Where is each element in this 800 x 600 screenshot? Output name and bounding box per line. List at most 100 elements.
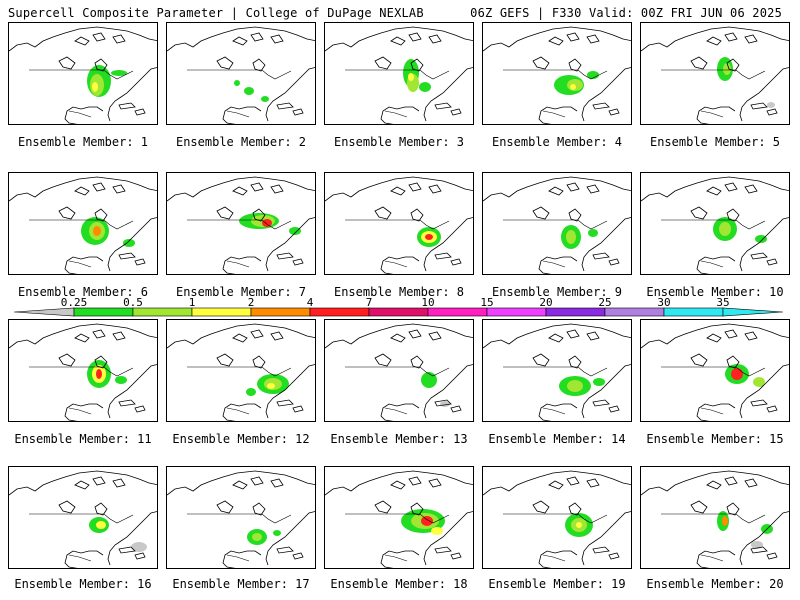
- member-map-9: [482, 172, 632, 275]
- member-map-15: [640, 319, 790, 422]
- colorbar-segment: [191, 307, 252, 317]
- member-map-16: [8, 466, 158, 569]
- member-map-14: [482, 319, 632, 422]
- member-map-20: [640, 466, 790, 569]
- scp-contour: [246, 388, 256, 396]
- scp-contour: [719, 222, 731, 236]
- member-map-8: [324, 172, 474, 275]
- scp-contour: [96, 521, 106, 529]
- scp-contour: [576, 522, 582, 528]
- member-label: Ensemble Member: 5: [649, 135, 781, 149]
- member-map-6: [8, 172, 158, 275]
- member-label: Ensemble Member: 18: [330, 577, 468, 591]
- member-label: Ensemble Member: 14: [488, 432, 626, 446]
- scp-contour: [587, 71, 599, 79]
- scp-contour: [252, 533, 262, 541]
- colorbar-segment: [427, 307, 488, 317]
- scp-contour: [267, 383, 275, 389]
- scp-contour: [111, 70, 127, 76]
- colorbar-segment: [486, 307, 547, 317]
- scp-contour: [273, 530, 281, 536]
- color-scale: 0.25 0.5 1 2 4 7 10 15 20 25 30 35: [13, 296, 784, 317]
- scp-contour: [421, 516, 433, 526]
- member-label: Ensemble Member: 11: [14, 432, 152, 446]
- member-map-10: [640, 172, 790, 275]
- colorbar-tick-label: 30: [657, 296, 670, 309]
- member-map-2: [166, 22, 316, 125]
- member-label: Ensemble Member: 19: [488, 577, 626, 591]
- scp-contour: [567, 380, 583, 392]
- valid-time: 06Z GEFS | F330 Valid: 00Z FRI JUN 06 20…: [470, 6, 782, 20]
- scp-contour: [289, 227, 301, 235]
- scp-contour: [261, 96, 269, 102]
- scp-contour: [421, 372, 437, 388]
- scp-contour: [419, 82, 431, 92]
- scp-contour: [588, 229, 598, 237]
- member-label: Ensemble Member: 9: [491, 285, 623, 299]
- member-label: Ensemble Member: 13: [330, 432, 468, 446]
- colorbar-tick-label: 0.25: [61, 296, 88, 309]
- colorbar-segment: [604, 307, 665, 317]
- scp-contour: [722, 516, 728, 526]
- colorbar-tick-label: 2: [248, 296, 255, 309]
- scp-contour: [767, 102, 775, 108]
- member-label: Ensemble Member: 6: [17, 285, 149, 299]
- member-label: Ensemble Member: 20: [646, 577, 784, 591]
- scp-contour: [123, 239, 135, 247]
- scp-contour: [408, 73, 414, 81]
- colorbar-left-arrow: [13, 307, 75, 317]
- colorbar-segment: [73, 307, 134, 317]
- scp-contour: [234, 80, 240, 86]
- scp-contour: [115, 376, 127, 384]
- colorbar-segment: [250, 307, 311, 317]
- member-label: Ensemble Member: 3: [333, 135, 465, 149]
- scp-contour: [262, 219, 272, 227]
- member-label: Ensemble Member: 12: [172, 432, 310, 446]
- scp-contour: [593, 378, 605, 386]
- scp-contour: [566, 230, 576, 244]
- member-map-13: [324, 319, 474, 422]
- scp-contour: [570, 84, 576, 90]
- member-label: Ensemble Member: 16: [14, 577, 152, 591]
- scp-contour: [755, 235, 767, 243]
- member-label: Ensemble Member: 15: [646, 432, 784, 446]
- colorbar-right-arrow: [722, 307, 784, 317]
- colorbar-tick-label: 20: [539, 296, 552, 309]
- colorbar-segment: [368, 307, 429, 317]
- scp-contour: [96, 369, 102, 379]
- member-map-12: [166, 319, 316, 422]
- scp-contour: [731, 368, 743, 380]
- member-map-17: [166, 466, 316, 569]
- member-label: Ensemble Member: 17: [172, 577, 310, 591]
- scp-contour: [131, 542, 147, 552]
- member-label: Ensemble Member: 7: [175, 285, 307, 299]
- colorbar-tick-label: 7: [366, 296, 373, 309]
- scp-contour: [244, 87, 254, 95]
- scp-contour: [723, 63, 731, 75]
- scp-contour: [751, 541, 763, 549]
- colorbar-segment: [545, 307, 606, 317]
- scp-contour: [92, 82, 98, 92]
- colorbar-segment: [663, 307, 724, 317]
- map-title: Supercell Composite Parameter | College …: [8, 6, 424, 20]
- member-label: Ensemble Member: 1: [17, 135, 149, 149]
- member-map-11: [8, 319, 158, 422]
- colorbar-tick-label: 0.5: [123, 296, 143, 309]
- colorbar-tick-label: 35: [716, 296, 729, 309]
- scp-contour: [753, 377, 765, 387]
- colorbar-segment: [132, 307, 193, 317]
- colorbar-tick-label: 15: [480, 296, 493, 309]
- member-map-3: [324, 22, 474, 125]
- member-map-7: [166, 172, 316, 275]
- colorbar-tick-label: 1: [189, 296, 196, 309]
- scp-contour: [93, 226, 101, 236]
- member-label: Ensemble Member: 8: [333, 285, 465, 299]
- member-label: Ensemble Member: 2: [175, 135, 307, 149]
- scp-contour: [431, 527, 443, 535]
- colorbar-tick-label: 4: [307, 296, 314, 309]
- member-label: Ensemble Member: 10: [646, 285, 784, 299]
- member-map-1: [8, 22, 158, 125]
- member-map-18: [324, 466, 474, 569]
- member-map-4: [482, 22, 632, 125]
- colorbar-tick-label: 25: [598, 296, 611, 309]
